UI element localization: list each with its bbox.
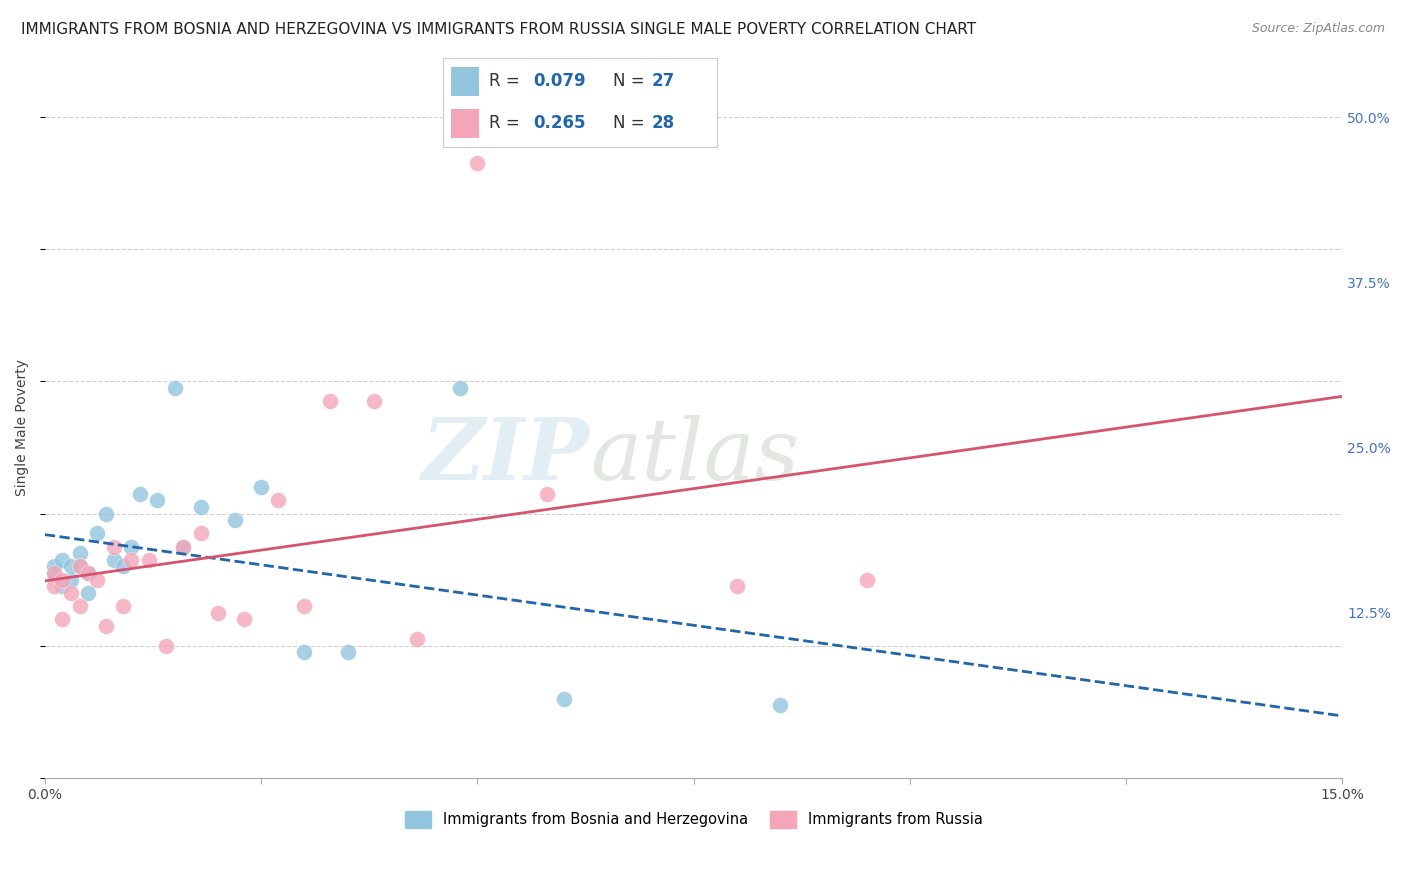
Text: Source: ZipAtlas.com: Source: ZipAtlas.com [1251,22,1385,36]
Text: ZIP: ZIP [422,414,591,498]
Bar [451,109,478,138]
Point [59,559,82,574]
Text: N =: N = [613,114,650,132]
Point [69,546,91,560]
Point [120,540,142,554]
Point [86,526,108,541]
Point [69,559,91,574]
Text: atlas: atlas [591,415,799,497]
Point [59,586,82,600]
Point [155,639,177,653]
Point [190,500,212,514]
Point [363,394,385,409]
Point [336,645,359,659]
Point [294,645,316,659]
Point [172,540,194,554]
Point [94,507,117,521]
Point [553,691,575,706]
Text: IMMIGRANTS FROM BOSNIA AND HERZEGOVINA VS IMMIGRANTS FROM RUSSIA SINGLE MALE POV: IMMIGRANTS FROM BOSNIA AND HERZEGOVINA V… [21,22,976,37]
Point [855,573,877,587]
Point [267,493,290,508]
Point [207,606,229,620]
Point [51,573,73,587]
Point [467,156,489,170]
Text: 0.265: 0.265 [533,114,586,132]
Text: N =: N = [613,72,650,90]
Point [51,579,73,593]
Point [172,540,194,554]
Point [111,599,134,613]
Point [51,553,73,567]
Point [42,566,65,580]
Point [449,381,471,395]
Point [120,553,142,567]
Point [103,540,125,554]
Text: R =: R = [489,72,526,90]
Text: 27: 27 [651,72,675,90]
Point [77,566,100,580]
Point [190,526,212,541]
Point [94,619,117,633]
Point [769,698,792,713]
Point [294,599,316,613]
Point [51,612,73,626]
Point [232,612,254,626]
Point [42,579,65,593]
Point [69,559,91,574]
Bar [451,67,478,96]
Point [111,559,134,574]
Point [129,487,152,501]
Point [69,599,91,613]
Point [86,573,108,587]
Text: 0.079: 0.079 [533,72,586,90]
Point [103,553,125,567]
Legend: Immigrants from Bosnia and Herzegovina, Immigrants from Russia: Immigrants from Bosnia and Herzegovina, … [399,805,988,834]
Y-axis label: Single Male Poverty: Single Male Poverty [15,359,30,496]
Point [224,513,246,527]
Text: R =: R = [489,114,526,132]
Point [59,573,82,587]
Point [42,559,65,574]
Point [163,381,186,395]
Point [42,566,65,580]
Point [77,566,100,580]
Point [536,487,558,501]
Point [319,394,342,409]
Point [250,480,273,494]
Text: 28: 28 [651,114,675,132]
Point [77,586,100,600]
Point [405,632,427,646]
Point [146,493,169,508]
Point [725,579,748,593]
Point [138,553,160,567]
